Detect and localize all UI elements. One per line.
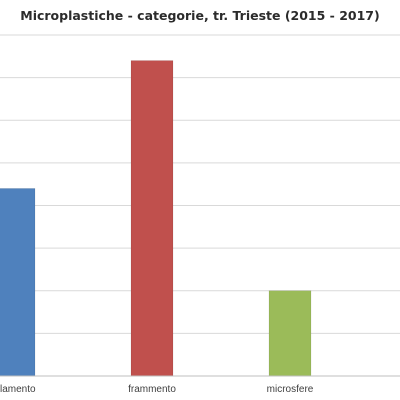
x-tick-label-frammento: frammento <box>128 384 176 395</box>
bars <box>0 60 312 377</box>
bar-frammento <box>130 60 174 377</box>
x-tick-label-filamento: lamento <box>0 384 36 395</box>
bar-microsfere <box>268 290 312 377</box>
gridlines <box>0 34 400 334</box>
chart-title: Microplastiche - categorie, tr. Trieste … <box>20 8 379 23</box>
x-tick-labels: lamento frammento microsfere <box>0 384 314 395</box>
x-tick-label-microsfere: microsfere <box>267 384 314 395</box>
bar-filamento <box>0 188 36 377</box>
